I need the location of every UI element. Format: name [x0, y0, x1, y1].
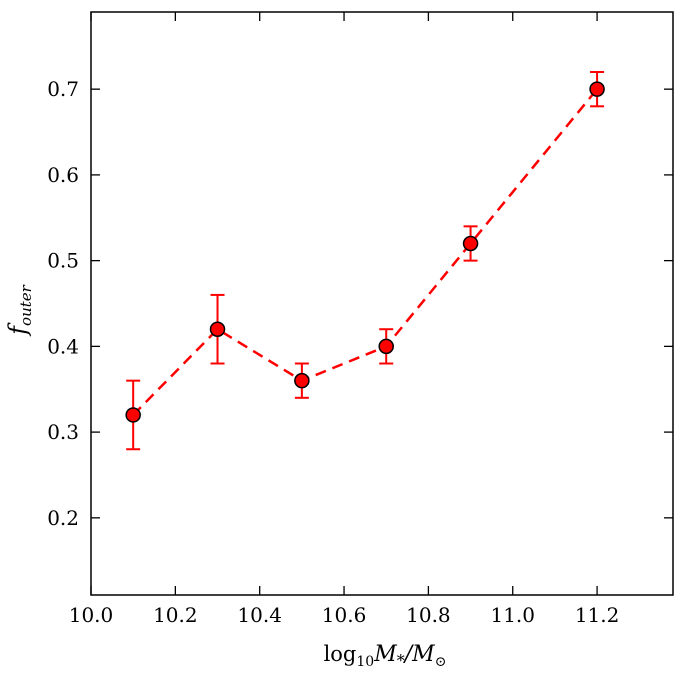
- series-line: [132, 88, 599, 416]
- data-layer: [125, 71, 605, 451]
- y-tick-label: 0.3: [47, 420, 79, 444]
- y-tick-label: 0.5: [47, 249, 79, 273]
- x-tick-label: 10.4: [237, 603, 282, 627]
- data-point: [462, 235, 479, 252]
- plot-frame: [90, 11, 674, 596]
- data-point: [589, 81, 605, 97]
- data-point: [125, 407, 141, 423]
- y-tick-label: 0.7: [47, 77, 79, 101]
- x-tick-label: 11.0: [490, 603, 535, 627]
- x-tick-label: 10.0: [69, 603, 114, 627]
- data-point: [378, 338, 394, 355]
- x-axis-label: log10M*/M⊙: [324, 642, 447, 670]
- x-tick-label: 10.8: [406, 603, 451, 627]
- y-tick-label: 0.6: [47, 163, 79, 187]
- y-tick-label: 0.2: [47, 506, 79, 530]
- y-tick-label: 0.4: [47, 334, 79, 358]
- ticks-layer: 10.0 10.2 10.4 10.6 10.8 11.0 11.2 0.2 0.3 0.4 0.5…: [47, 12, 673, 627]
- x-tick-label: 11.2: [575, 603, 620, 627]
- data-point: [209, 321, 226, 337]
- data-point: [294, 372, 310, 389]
- x-tick-label: 10.2: [153, 603, 198, 627]
- x-tick-label: 10.6: [322, 603, 367, 627]
- y-axis-label: fouter: [4, 284, 35, 336]
